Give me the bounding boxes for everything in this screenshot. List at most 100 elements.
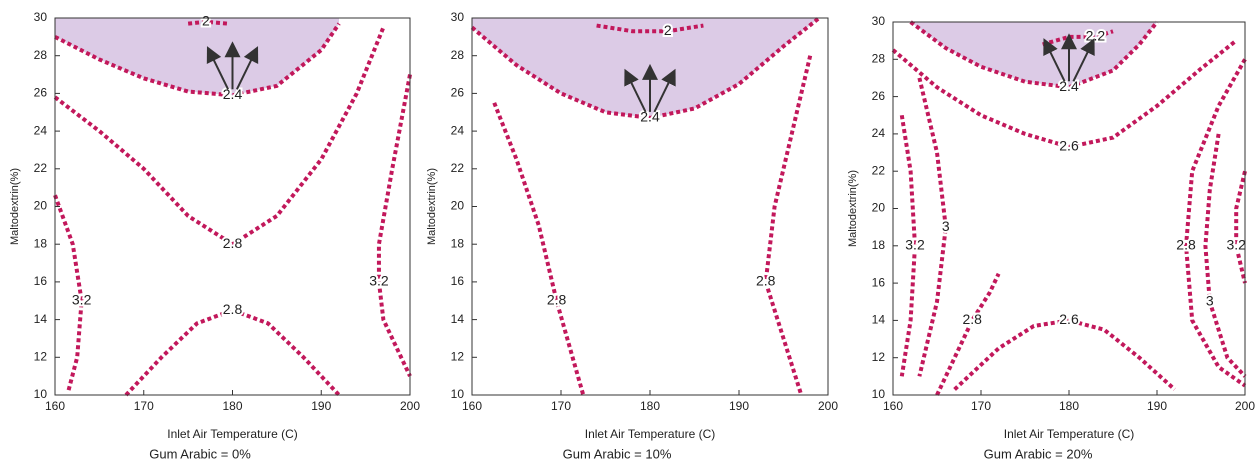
y-tick-label: 18: [451, 236, 465, 250]
x-tick-label: 180: [222, 399, 242, 413]
y-tick-label: 12: [451, 349, 465, 363]
panel: 2 2.4 2.8 3.2 3.2 2.8 160 170 180 190 200 10 12 14 16 1…: [9, 10, 420, 461]
x-tick-label: 160: [45, 399, 65, 413]
x-tick-label: 160: [462, 399, 482, 413]
contour-label: 3: [942, 218, 950, 234]
y-tick-label: 26: [872, 89, 886, 103]
contour-label: 2.8: [756, 273, 776, 289]
contour-label: 3.2: [369, 273, 389, 289]
y-tick-label: 20: [34, 199, 48, 213]
contour-label: 2.4: [1059, 78, 1079, 94]
contour-label: 2.8: [223, 301, 243, 317]
shaded-region: [55, 18, 339, 96]
x-tick-label: 160: [883, 399, 903, 413]
contour-label: 3: [1206, 292, 1214, 308]
y-axis-label: Maltodextrin(%): [847, 170, 859, 247]
x-tick-label: 180: [1059, 399, 1079, 413]
y-tick-label: 14: [872, 313, 886, 327]
contour-line: [1042, 29, 1114, 47]
x-tick-label: 190: [1147, 399, 1167, 413]
arrow: [206, 46, 229, 90]
x-tick-label: 190: [729, 399, 749, 413]
contour-label: 3.2: [905, 237, 925, 253]
y-tick-label: 26: [34, 86, 48, 100]
x-axis-label: Inlet Air Temperature (C): [167, 427, 298, 441]
contour-line: [917, 77, 948, 377]
y-tick-label: 24: [451, 123, 465, 137]
y-tick-label: 22: [872, 163, 886, 177]
y-tick-label: 30: [872, 14, 886, 28]
contour-label: 2.8: [223, 235, 243, 251]
arrow: [236, 46, 259, 90]
y-tick-label: 10: [34, 387, 48, 401]
contour-line: [953, 318, 1176, 391]
y-tick-label: 12: [34, 349, 48, 363]
arrow: [624, 68, 647, 113]
contour-line: [1203, 133, 1247, 378]
y-tick-label: 18: [872, 238, 886, 252]
contour-label: 3.2: [72, 291, 92, 307]
x-tick-label: 200: [818, 399, 838, 413]
y-tick-label: 22: [451, 161, 465, 175]
contour-label: 2.4: [223, 86, 243, 102]
contour-label: 2.8: [547, 291, 567, 307]
caption: Gum Arabic = 0%: [149, 446, 251, 461]
contour-line: [492, 102, 586, 396]
x-axis-label: Inlet Air Temperature (C): [1004, 427, 1135, 441]
contour-line: [54, 22, 341, 98]
y-tick-label: 18: [34, 236, 48, 250]
contour-line: [124, 308, 341, 397]
panel: 2 2.4 2.8 2.8 160 170 180 190 200 10 12 14 16 18 20 22 2…: [426, 10, 838, 461]
contour-label: 2: [664, 22, 672, 38]
y-tick-label: 28: [451, 48, 465, 62]
x-tick-label: 170: [971, 399, 991, 413]
arrow: [1043, 38, 1066, 82]
contour-label: 2.2: [1086, 28, 1106, 44]
y-axis-label: Maltodextrin(%): [426, 168, 438, 245]
contour-label: 3.2: [1226, 237, 1246, 253]
y-tick-label: 22: [34, 161, 48, 175]
y-tick-label: 16: [872, 275, 886, 289]
y-tick-label: 24: [872, 126, 886, 140]
y-tick-label: 12: [872, 350, 886, 364]
contour-line: [935, 272, 1001, 396]
y-tick-label: 20: [451, 199, 465, 213]
contour-label: 2.8: [962, 311, 982, 327]
contour-line: [53, 26, 386, 247]
y-tick-label: 14: [451, 312, 465, 326]
y-tick-label: 10: [451, 387, 465, 401]
y-tick-label: 28: [34, 48, 48, 62]
y-tick-label: 24: [34, 123, 48, 137]
caption: Gum Arabic = 10%: [563, 446, 672, 461]
contour-label: 2.6: [1059, 138, 1079, 154]
y-tick-label: 10: [872, 387, 886, 401]
y-tick-label: 14: [34, 312, 48, 326]
contour-label: 2: [202, 12, 210, 28]
contour-line: [376, 74, 412, 378]
y-tick-label: 16: [34, 274, 48, 288]
contour-label: 2.8: [1176, 237, 1196, 253]
panel: 2.2 2.4 2.6 2.8 3 3.2 3.2 3 2.8 2.6 160 170 180 190 20…: [847, 14, 1255, 461]
contour-label: 2.4: [640, 109, 660, 125]
contour-line: [53, 194, 84, 392]
x-axis-label: Inlet Air Temperature (C): [585, 427, 716, 441]
shaded-region: [910, 22, 1157, 88]
contour-line: [187, 19, 229, 26]
y-tick-label: 16: [451, 274, 465, 288]
x-tick-label: 200: [1235, 399, 1255, 413]
contour-label: 2.6: [1059, 311, 1079, 327]
y-tick-label: 30: [451, 10, 465, 24]
arrow: [653, 68, 676, 113]
y-tick-label: 26: [451, 86, 465, 100]
x-tick-label: 170: [551, 399, 571, 413]
contour-line: [1184, 58, 1247, 388]
contour-line: [763, 55, 813, 396]
x-tick-label: 200: [400, 399, 420, 413]
y-tick-label: 30: [34, 10, 48, 24]
contour-line: [1234, 170, 1247, 284]
y-tick-label: 28: [872, 51, 886, 65]
y-tick-label: 20: [872, 201, 886, 215]
x-tick-label: 180: [640, 399, 660, 413]
y-axis-label: Maltodextrin(%): [9, 168, 21, 245]
